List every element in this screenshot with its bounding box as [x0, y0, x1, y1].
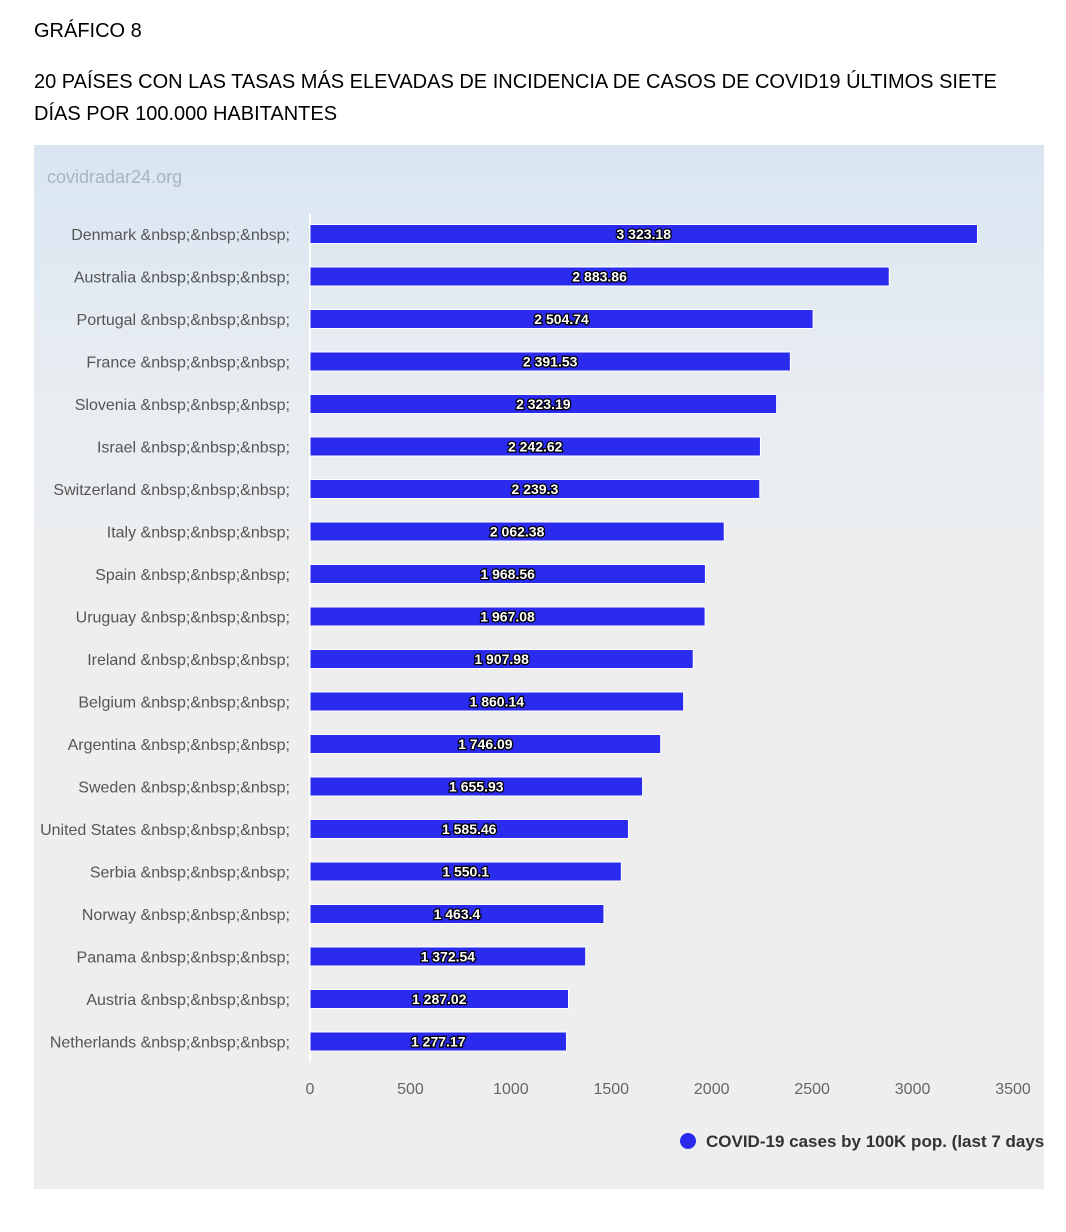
watermark-credit: covidradar24.org — [47, 167, 183, 187]
category-label: Spain &nbsp;&nbsp;&nbsp; — [95, 567, 290, 584]
data-label: 2 504.74 — [534, 311, 589, 327]
data-label: 1 655.93 — [449, 779, 504, 795]
category-label: Argentina &nbsp;&nbsp;&nbsp; — [68, 737, 290, 754]
category-label: Serbia &nbsp;&nbsp;&nbsp; — [90, 865, 290, 882]
x-tick-label: 3500 — [995, 1081, 1031, 1098]
category-label: Netherlands &nbsp;&nbsp;&nbsp; — [50, 1035, 290, 1052]
category-label: Portugal &nbsp;&nbsp;&nbsp; — [77, 312, 290, 329]
figure-title: 20 PAÍSES CON LAS TASAS MÁS ELEVADAS DE … — [34, 71, 997, 125]
data-label: 2 062.38 — [490, 524, 545, 540]
bar — [309, 521, 725, 542]
data-label: 3 323.18 — [616, 226, 671, 242]
legend-label: COVID-19 cases by 100K pop. (last 7 days… — [706, 1132, 1044, 1151]
bar — [309, 776, 644, 797]
data-label: 1 967.08 — [480, 609, 535, 625]
bar-chart: Denmark &nbsp;&nbsp;&nbsp; 3 323.18 Austra… — [40, 214, 1044, 1151]
data-label: 1 968.56 — [480, 566, 535, 582]
bar — [309, 479, 761, 499]
bar — [309, 266, 890, 287]
x-tick-label: 1500 — [593, 1081, 629, 1098]
category-label: Denmark &nbsp;&nbsp;&nbsp; — [71, 227, 290, 244]
data-label: 2 323.19 — [516, 396, 571, 412]
x-tick-label: 2500 — [794, 1081, 830, 1098]
bar — [309, 989, 570, 1009]
bar — [309, 394, 778, 414]
data-label: 1 746.09 — [458, 736, 513, 752]
x-tick-label: 1000 — [493, 1081, 529, 1098]
data-label: 1 277.17 — [411, 1034, 466, 1050]
bar — [309, 904, 605, 924]
data-label: 2 883.86 — [572, 269, 627, 285]
data-label: 2 239.3 — [512, 481, 559, 497]
x-tick-label: 500 — [397, 1081, 424, 1098]
category-label: United States &nbsp;&nbsp;&nbsp; — [40, 822, 290, 839]
data-label: 1 907.98 — [474, 651, 529, 667]
x-tick-label: 2000 — [694, 1081, 730, 1098]
category-label: Israel &nbsp;&nbsp;&nbsp; — [97, 440, 290, 457]
category-label: Australia &nbsp;&nbsp;&nbsp; — [74, 270, 290, 287]
bar — [309, 606, 706, 627]
category-label: France &nbsp;&nbsp;&nbsp; — [86, 355, 290, 372]
data-label: 1 860.14 — [470, 694, 525, 710]
data-label: 1 463.4 — [434, 906, 481, 922]
bar — [309, 861, 622, 882]
data-label: 1 287.02 — [412, 991, 467, 1007]
bar — [309, 691, 685, 712]
data-label: 1 585.46 — [442, 821, 497, 837]
bar — [309, 351, 791, 372]
category-label: Slovenia &nbsp;&nbsp;&nbsp; — [75, 397, 290, 414]
category-label: Uruguay &nbsp;&nbsp;&nbsp; — [76, 610, 290, 627]
category-label: Austria &nbsp;&nbsp;&nbsp; — [86, 992, 290, 1009]
bar — [309, 224, 978, 244]
x-tick-label: 3000 — [895, 1081, 931, 1098]
bar — [309, 734, 662, 754]
bar — [309, 819, 629, 839]
category-label: Italy &nbsp;&nbsp;&nbsp; — [107, 525, 290, 542]
category-label: Norway &nbsp;&nbsp;&nbsp; — [82, 907, 290, 924]
category-label: Sweden &nbsp;&nbsp;&nbsp; — [78, 780, 290, 797]
data-label: 1 550.1 — [442, 864, 489, 880]
bar — [309, 1031, 568, 1052]
bar — [309, 564, 706, 584]
category-label: Switzerland &nbsp;&nbsp;&nbsp; — [53, 482, 290, 499]
figure-number: GRÁFICO 8 — [34, 20, 142, 42]
legend-marker — [680, 1133, 696, 1149]
category-label: Ireland &nbsp;&nbsp;&nbsp; — [87, 652, 290, 669]
bar — [309, 946, 587, 967]
category-label: Panama &nbsp;&nbsp;&nbsp; — [77, 950, 290, 967]
bar — [309, 309, 814, 329]
data-label: 2 391.53 — [523, 354, 578, 370]
data-label: 1 372.54 — [421, 949, 476, 965]
chart-panel: covidradar24.org Denmark &nbsp;&nbsp;&nb… — [34, 145, 1044, 1189]
x-tick-label: 0 — [306, 1081, 315, 1098]
bar — [309, 649, 694, 669]
data-label: 2 242.62 — [508, 439, 563, 455]
bar — [309, 436, 761, 457]
category-label: Belgium &nbsp;&nbsp;&nbsp; — [78, 695, 290, 712]
